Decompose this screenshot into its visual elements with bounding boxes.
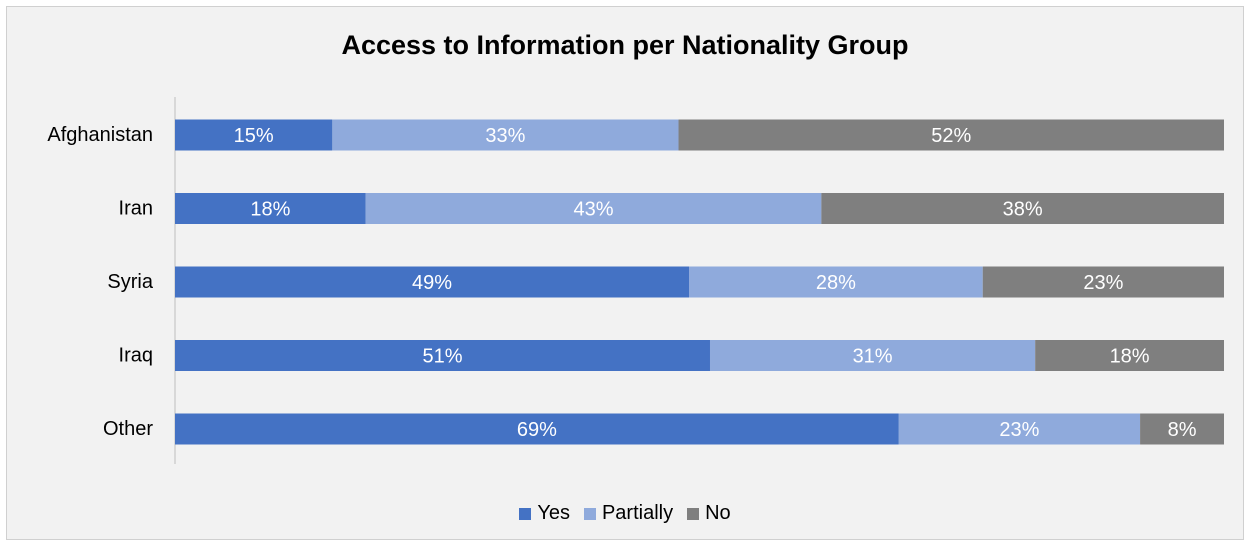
data-label: 49%: [412, 272, 452, 294]
data-label: 23%: [999, 419, 1039, 441]
category-tick-label: Other: [103, 418, 153, 440]
data-label: 43%: [574, 199, 614, 221]
bar-segment-partially: [898, 413, 1141, 445]
data-label: 28%: [816, 272, 856, 294]
bar-segment-yes: [175, 413, 899, 445]
legend-swatch: [583, 507, 596, 520]
data-label: 23%: [1083, 272, 1123, 294]
category-tick-label: Iraq: [119, 345, 153, 367]
chart-legend: Yes Partially No: [0, 502, 1250, 525]
legend-swatch: [687, 507, 700, 520]
category-tick-label: Afghanistan: [47, 124, 153, 146]
bar-segment-yes: [175, 193, 366, 224]
chart-title: Access to Information per Nationality Gr…: [341, 30, 909, 60]
data-label: 15%: [234, 125, 274, 147]
data-label: 33%: [485, 125, 525, 147]
bar-segment-no: [982, 266, 1224, 298]
data-label: 8%: [1168, 419, 1197, 441]
legend-swatch: [519, 507, 532, 520]
data-label: 69%: [517, 419, 557, 441]
data-label: 18%: [250, 199, 290, 221]
legend-label: Yes: [537, 502, 570, 524]
data-label: 52%: [931, 125, 971, 147]
legend-item-yes: Yes: [519, 502, 570, 525]
bar-segment-yes: [175, 266, 690, 298]
legend-item-no: No: [687, 502, 731, 525]
data-label: 18%: [1110, 346, 1150, 368]
category-tick-label: Iran: [119, 198, 153, 220]
bar-segment-partially: [365, 193, 822, 224]
bar-segment-no: [1140, 413, 1224, 445]
legend-item-partially: Partially: [583, 502, 674, 525]
legend-label: Partially: [601, 502, 674, 524]
data-label: 38%: [1003, 199, 1043, 221]
data-label: 51%: [422, 346, 462, 368]
bar-segment-partially: [689, 266, 983, 298]
bar-segment-partially: [709, 340, 1036, 371]
bar-segment-partially: [332, 119, 679, 151]
data-label: 31%: [853, 346, 893, 368]
bar-segment-no: [678, 119, 1224, 151]
bar-segment-no: [821, 193, 1224, 224]
legend-label: No: [705, 502, 731, 524]
bar-segment-no: [1035, 340, 1224, 371]
bar-segment-yes: [175, 119, 333, 151]
category-tick-label: Syria: [107, 271, 153, 293]
bar-segment-yes: [175, 340, 710, 371]
